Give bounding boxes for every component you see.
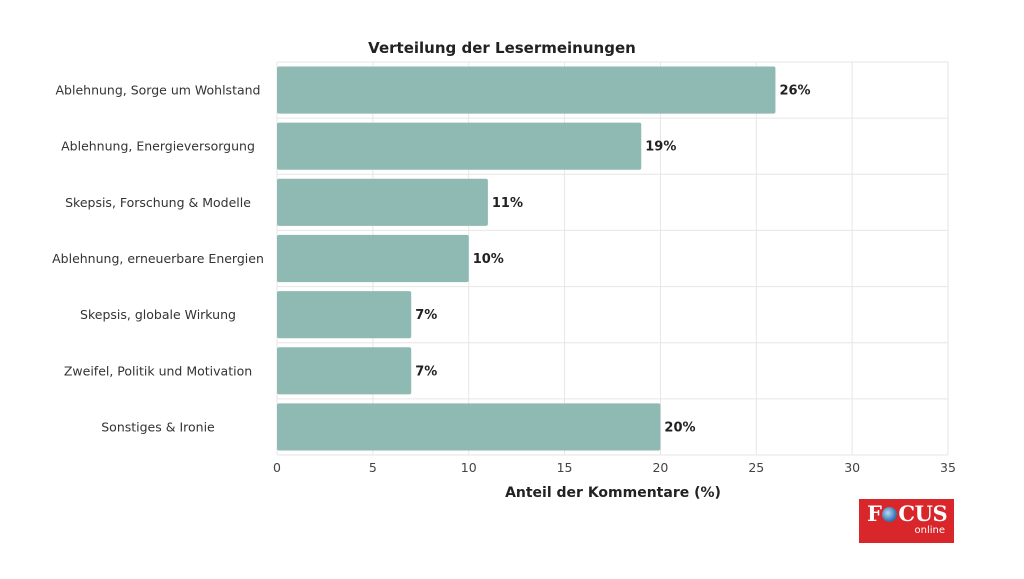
bar: [277, 403, 661, 451]
bar-value-label: 10%: [473, 252, 504, 267]
bar: [277, 66, 776, 114]
bar-value-label: 7%: [415, 364, 437, 379]
bar-value-label: 11%: [492, 196, 523, 211]
globe-icon: [882, 507, 898, 522]
logo-sub: online: [914, 525, 945, 536]
bar: [277, 291, 412, 339]
x-tick-label: 5: [369, 460, 377, 475]
x-tick-label: 0: [273, 460, 281, 475]
x-tick-label: 15: [557, 460, 573, 475]
bar-value-label: 19%: [645, 140, 676, 155]
x-tick-label: 25: [748, 460, 764, 475]
logo-brand: F CUS: [867, 501, 948, 526]
category-label: Zweifel, Politik und Motivation: [64, 363, 252, 378]
bar-value-label: 7%: [415, 308, 437, 323]
bar: [277, 234, 469, 283]
x-tick-label: 20: [652, 460, 668, 475]
bar-value-label: 26%: [779, 84, 810, 99]
bar: [277, 178, 488, 226]
bar: [277, 122, 642, 170]
focus-online-logo: F CUS online: [859, 499, 954, 543]
x-axis-label: Anteil der Kommentare (%): [505, 485, 721, 501]
category-label: Sonstiges & Ironie: [101, 419, 215, 434]
category-label: Skepsis, Forschung & Modelle: [65, 195, 251, 210]
category-label: Ablehnung, erneuerbare Energien: [52, 251, 264, 266]
chart-title: Verteilung der Lesermeinungen: [368, 39, 636, 57]
bar: [277, 347, 412, 395]
category-label: Ablehnung, Energieversorgung: [61, 139, 255, 154]
bar-value-label: 20%: [664, 420, 695, 435]
x-tick-label: 35: [940, 460, 956, 475]
x-tick-label: 30: [844, 460, 860, 475]
category-label: Ablehnung, Sorge um Wohlstand: [56, 83, 261, 98]
category-label: Skepsis, globale Wirkung: [80, 307, 236, 322]
x-tick-label: 10: [461, 460, 477, 475]
